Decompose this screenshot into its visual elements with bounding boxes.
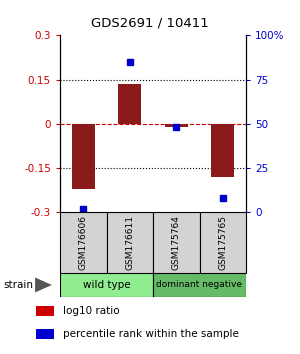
- Bar: [153, 212, 200, 273]
- Text: GSM175764: GSM175764: [172, 215, 181, 270]
- Bar: [118, 84, 141, 124]
- Bar: [60, 273, 153, 297]
- Bar: [60, 212, 106, 273]
- Bar: [106, 212, 153, 273]
- Text: log10 ratio: log10 ratio: [63, 306, 120, 316]
- Bar: [165, 124, 188, 127]
- Text: GSM176611: GSM176611: [125, 215, 134, 270]
- Bar: [153, 273, 246, 297]
- Polygon shape: [35, 278, 52, 292]
- Bar: [36, 329, 54, 339]
- Text: GDS2691 / 10411: GDS2691 / 10411: [91, 17, 209, 29]
- Bar: [200, 212, 246, 273]
- Text: strain: strain: [3, 280, 33, 290]
- Text: dominant negative: dominant negative: [157, 280, 242, 290]
- Bar: [36, 306, 54, 316]
- Text: GSM175765: GSM175765: [218, 215, 227, 270]
- Bar: [211, 124, 234, 177]
- Text: wild type: wild type: [83, 280, 130, 290]
- Text: GSM176606: GSM176606: [79, 215, 88, 270]
- Bar: [72, 124, 95, 189]
- Text: percentile rank within the sample: percentile rank within the sample: [63, 329, 239, 339]
